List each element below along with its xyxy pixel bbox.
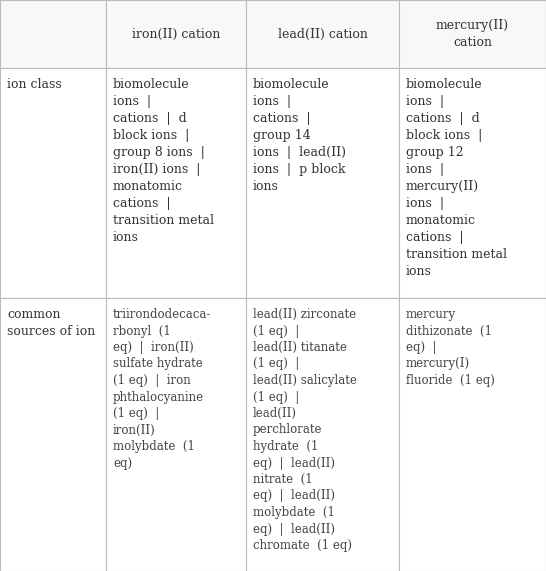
Bar	[0, 298, 106, 571]
Bar	[106, 298, 246, 571]
Bar	[399, 298, 546, 571]
Bar	[399, 68, 546, 298]
Text: common
sources of ion: common sources of ion	[7, 308, 95, 338]
Bar	[106, 68, 246, 298]
Text: lead(II) zirconate
(1 eq)  |
lead(II) titanate
(1 eq)  |
lead(II) salicylate
(1 : lead(II) zirconate (1 eq) | lead(II) tit…	[253, 308, 357, 552]
Bar	[106, 0, 246, 68]
Text: triirondodecaca-
rbonyl  (1
eq)  |  iron(II)
sulfate hydrate
(1 eq)  |  iron
pht: triirondodecaca- rbonyl (1 eq) | iron(II…	[113, 308, 211, 469]
Bar	[246, 298, 399, 571]
Bar	[246, 0, 399, 68]
Bar	[399, 0, 546, 68]
Bar	[246, 68, 399, 298]
Text: biomolecule
ions  |
cations  |
group 14
ions  |  lead(II)
ions  |  p block
ions: biomolecule ions | cations | group 14 io…	[253, 78, 346, 193]
Bar	[0, 0, 106, 68]
Text: biomolecule
ions  |
cations  |  d
block ions  |
group 8 ions  |
iron(II) ions  |: biomolecule ions | cations | d block ion…	[113, 78, 214, 244]
Text: lead(II) cation: lead(II) cation	[277, 27, 367, 41]
Text: biomolecule
ions  |
cations  |  d
block ions  |
group 12
ions  |
mercury(II)
ion: biomolecule ions | cations | d block ion…	[406, 78, 507, 278]
Text: iron(II) cation: iron(II) cation	[132, 27, 220, 41]
Text: mercury
dithizonate  (1
eq)  |
mercury(I)
fluoride  (1 eq): mercury dithizonate (1 eq) | mercury(I) …	[406, 308, 495, 387]
Text: ion class: ion class	[7, 78, 62, 91]
Text: mercury(II)
cation: mercury(II) cation	[436, 19, 509, 49]
Bar	[0, 68, 106, 298]
